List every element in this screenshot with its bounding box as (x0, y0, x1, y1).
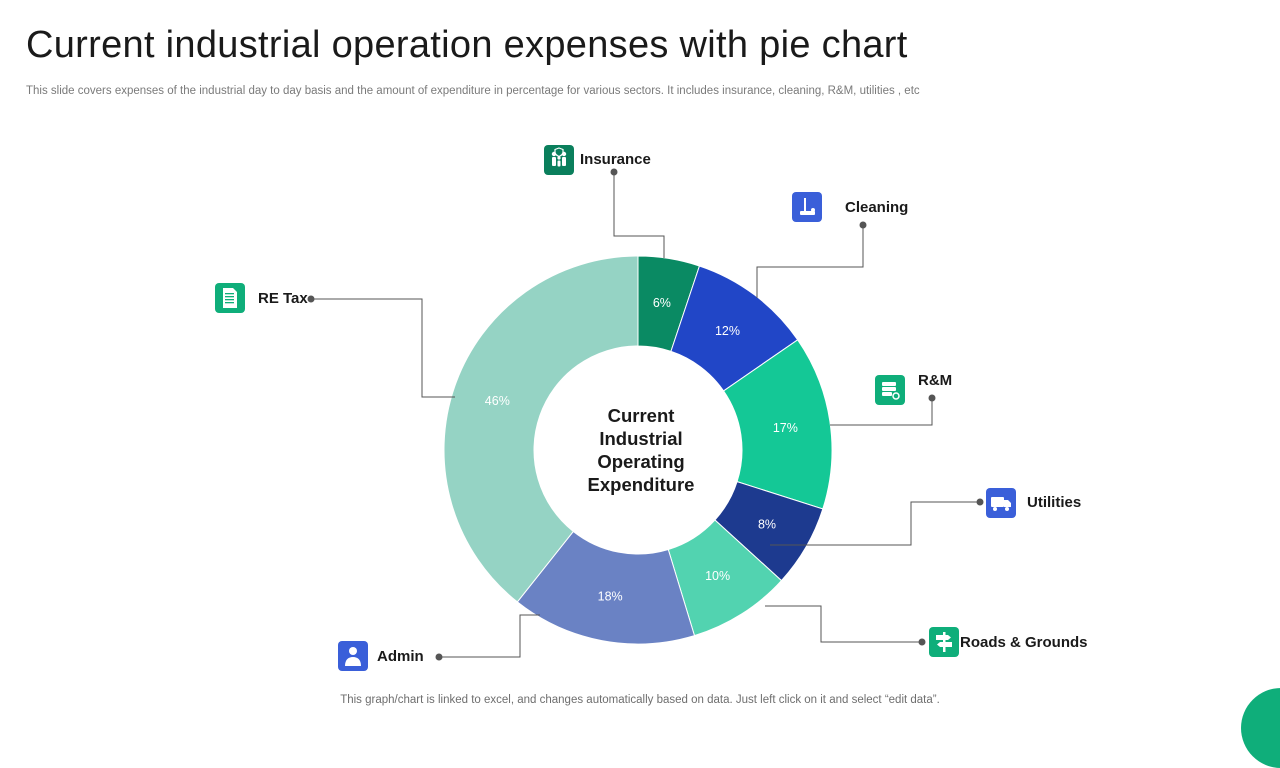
family-shield-icon (544, 145, 574, 175)
slice-value-utilities: 8% (758, 518, 776, 532)
leader-dot-admin (435, 653, 443, 661)
truck-icon (986, 488, 1016, 518)
leader-line-insurance (613, 172, 665, 258)
slice-value-r-m: 17% (773, 421, 798, 435)
maintenance-tools-icon (875, 375, 905, 405)
leader-dot-utilities (976, 498, 984, 506)
center-label-line: Operating (597, 451, 684, 472)
slice-value-re-tax: 46% (485, 394, 510, 408)
leader-line-cleaning (756, 225, 864, 298)
center-label-line: Industrial (599, 428, 682, 449)
slice-label-insurance: Insurance (580, 151, 651, 168)
tax-document-icon (215, 283, 245, 313)
signpost-icon (929, 627, 959, 657)
leader-dot-insurance (610, 168, 618, 176)
leader-line-r-m (830, 398, 933, 426)
slice-label-admin: Admin (377, 648, 424, 665)
cleaning-vacuum-icon (792, 192, 822, 222)
slice-value-roads-grounds: 10% (705, 569, 730, 583)
leader-line-re-tax (311, 298, 455, 398)
slice-label-re-tax: RE Tax (258, 290, 308, 307)
slice-value-cleaning: 12% (715, 324, 740, 338)
slice-label-roads-grounds: Roads & Grounds (960, 634, 1088, 651)
leader-line-utilities (770, 501, 980, 546)
leader-line-roads-grounds (765, 605, 922, 643)
leader-line-admin (439, 614, 540, 658)
page-title: Current industrial operation expenses wi… (26, 24, 908, 66)
leader-dot-r-m (928, 394, 936, 402)
admin-person-icon (338, 641, 368, 671)
slice-admin[interactable] (516, 530, 696, 645)
donut-chart[interactable]: 6% 12% 17% 8% 10% 18% 46% CurrentIndustrialOper… (0, 0, 1280, 720)
leader-dot-roads-grounds (918, 638, 926, 646)
slice-label-utilities: Utilities (1027, 494, 1081, 511)
slice-label-r-m: R&M (918, 372, 952, 389)
leader-dot-cleaning (859, 221, 867, 229)
page-subtitle: This slide covers expenses of the indust… (26, 85, 920, 97)
center-label-line: Expenditure (588, 474, 695, 495)
slice-value-insurance: 6% (653, 296, 671, 310)
slice-label-cleaning: Cleaning (845, 199, 908, 216)
center-label-line: Current (608, 405, 675, 426)
leader-dot-re-tax (307, 295, 315, 303)
footer-note: This graph/chart is linked to excel, and… (340, 694, 940, 706)
slice-re-tax[interactable] (443, 255, 639, 603)
slice-value-admin: 18% (598, 589, 623, 603)
